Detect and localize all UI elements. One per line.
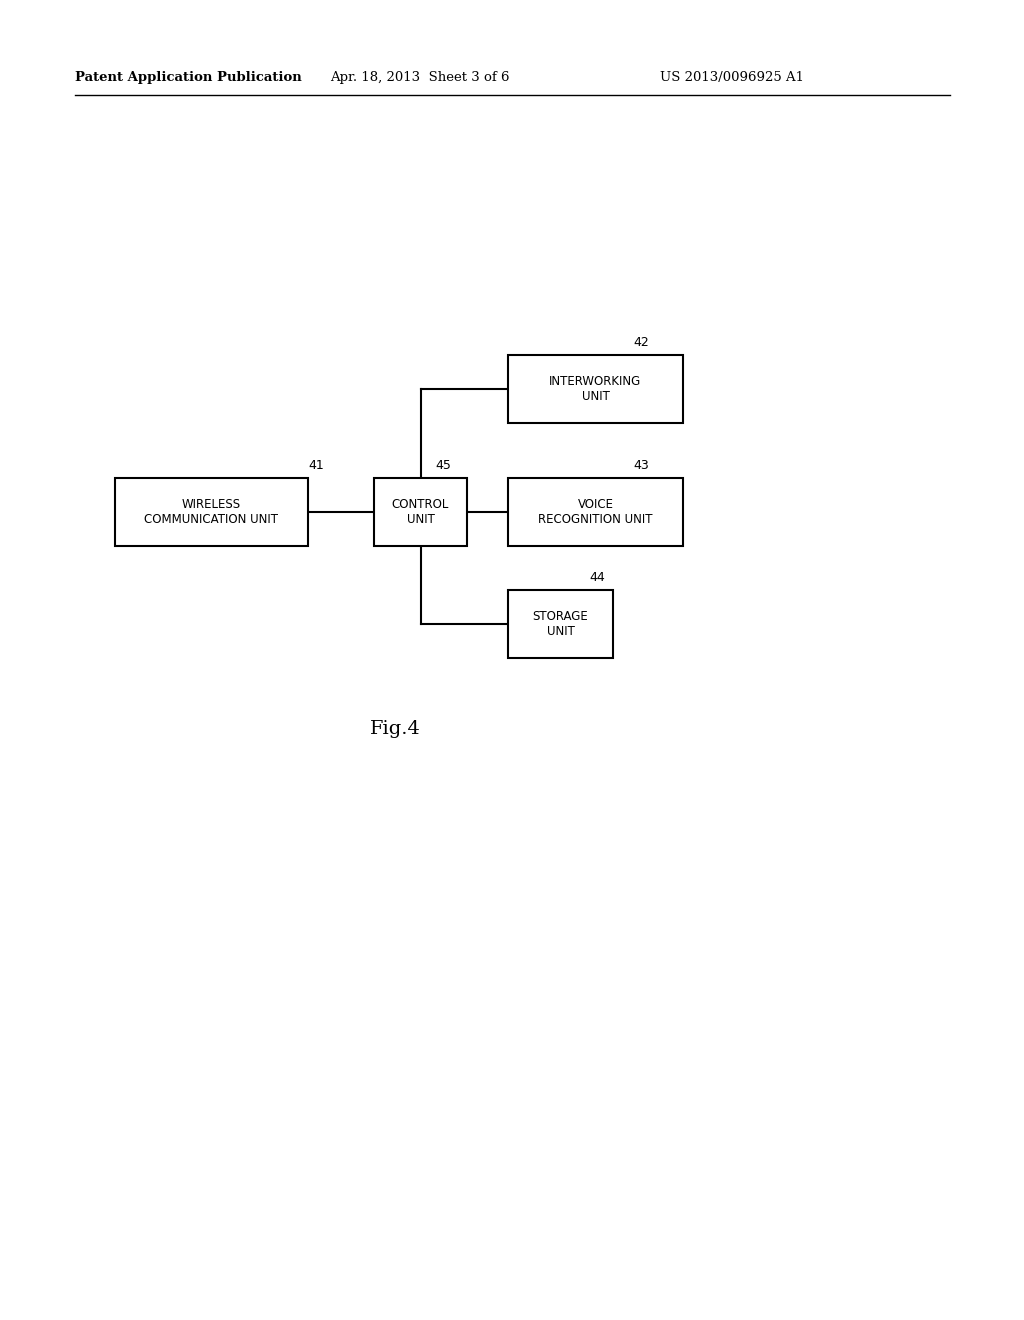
Text: 45: 45 xyxy=(435,459,451,473)
Text: STORAGE
UNIT: STORAGE UNIT xyxy=(532,610,589,638)
Text: CONTROL
UNIT: CONTROL UNIT xyxy=(392,498,450,525)
Bar xyxy=(374,478,467,546)
Text: 43: 43 xyxy=(633,459,649,473)
Text: 42: 42 xyxy=(633,337,649,348)
Bar xyxy=(115,478,308,546)
Bar xyxy=(508,355,683,422)
Text: 44: 44 xyxy=(589,572,605,583)
Text: Apr. 18, 2013  Sheet 3 of 6: Apr. 18, 2013 Sheet 3 of 6 xyxy=(331,71,510,84)
Text: US 2013/0096925 A1: US 2013/0096925 A1 xyxy=(660,71,804,84)
Text: INTERWORKING
UNIT: INTERWORKING UNIT xyxy=(549,375,642,403)
Bar xyxy=(508,590,613,657)
Text: Patent Application Publication: Patent Application Publication xyxy=(75,71,302,84)
Text: WIRELESS
COMMUNICATION UNIT: WIRELESS COMMUNICATION UNIT xyxy=(144,498,279,525)
Text: Fig.4: Fig.4 xyxy=(370,719,421,738)
Text: 41: 41 xyxy=(308,459,324,473)
Text: VOICE
RECOGNITION UNIT: VOICE RECOGNITION UNIT xyxy=(539,498,652,525)
Bar xyxy=(508,478,683,546)
